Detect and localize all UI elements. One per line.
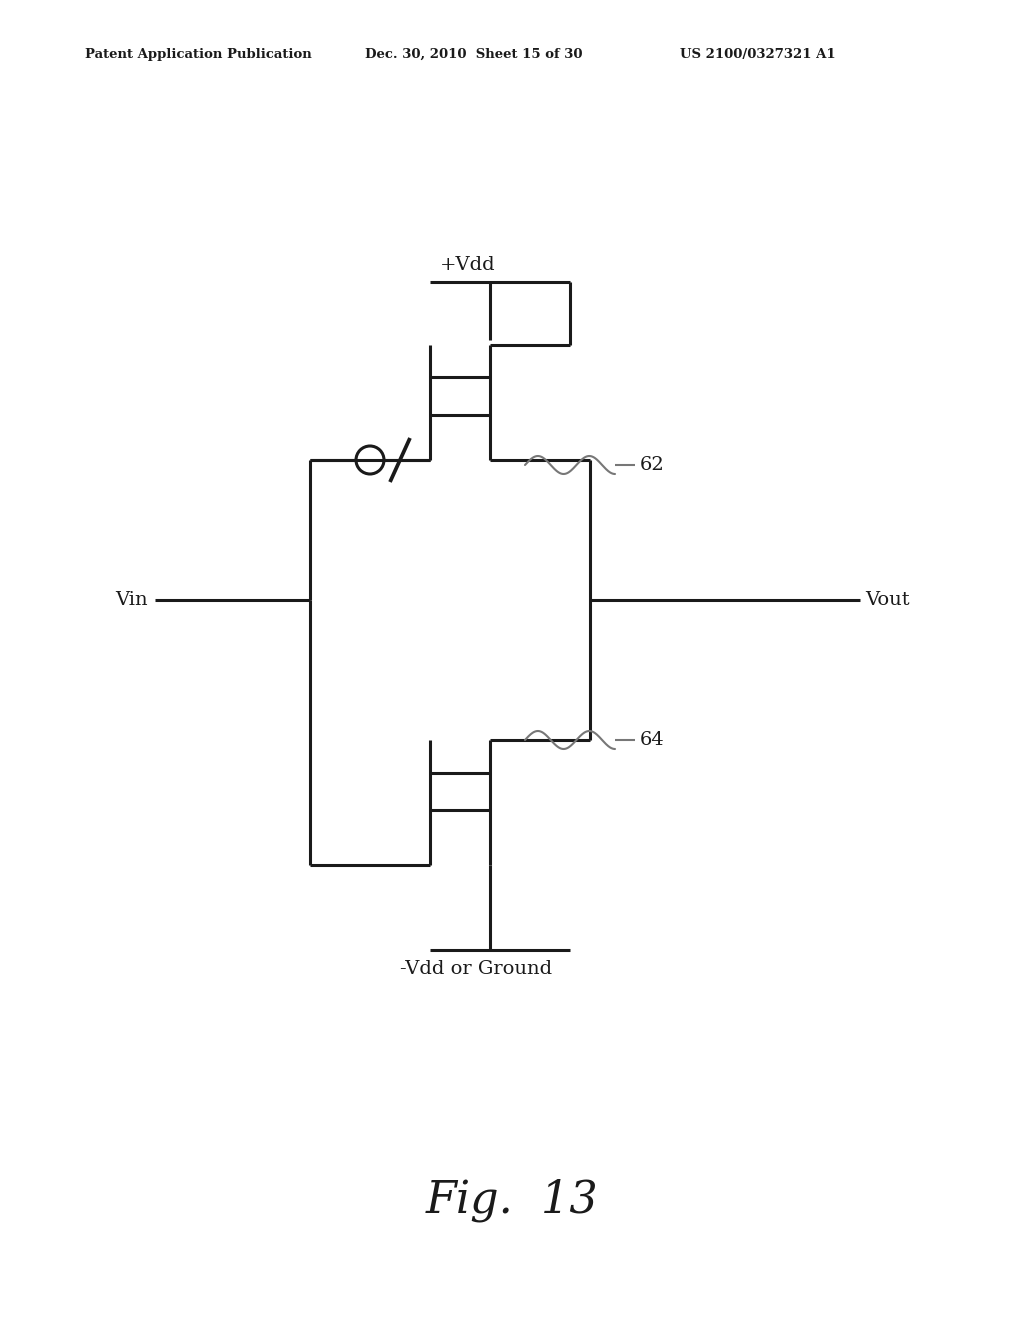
- Text: Fig.  13: Fig. 13: [426, 1179, 598, 1222]
- Text: Vout: Vout: [865, 591, 909, 609]
- Text: +Vdd: +Vdd: [440, 256, 496, 275]
- Text: 64: 64: [640, 731, 665, 748]
- Text: Dec. 30, 2010  Sheet 15 of 30: Dec. 30, 2010 Sheet 15 of 30: [365, 48, 583, 61]
- Text: Patent Application Publication: Patent Application Publication: [85, 48, 311, 61]
- Text: 62: 62: [640, 455, 665, 474]
- Text: US 2100/0327321 A1: US 2100/0327321 A1: [680, 48, 836, 61]
- Text: Vin: Vin: [116, 591, 148, 609]
- Text: -Vdd or Ground: -Vdd or Ground: [400, 960, 552, 978]
